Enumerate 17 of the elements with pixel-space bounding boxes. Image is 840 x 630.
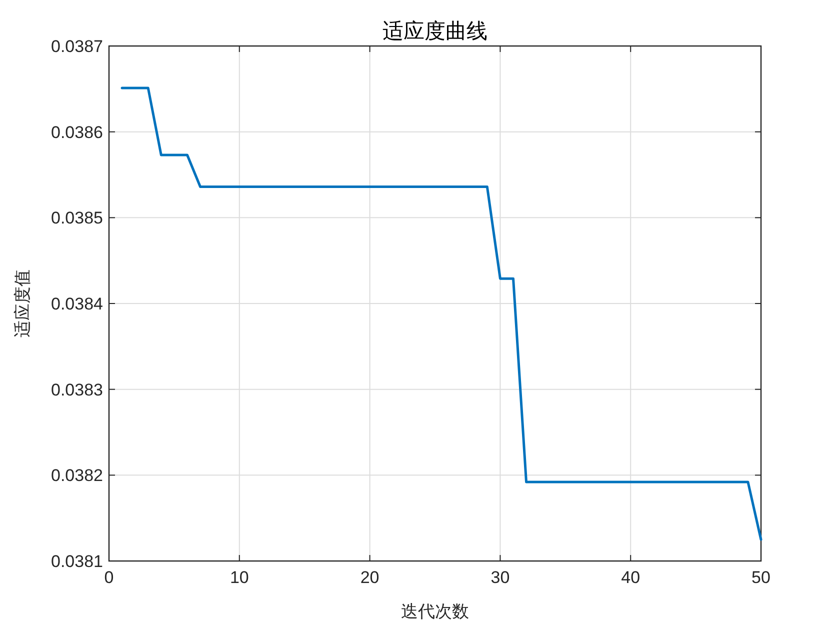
chart-title: 适应度曲线 <box>382 19 488 43</box>
x-tick-label: 30 <box>490 568 510 587</box>
x-tick-label: 50 <box>752 568 770 587</box>
line-series <box>120 86 762 541</box>
y-tick-label: 0.0385 <box>51 208 103 228</box>
x-tick-label: 0 <box>104 568 114 587</box>
x-tick-label: 20 <box>360 568 380 587</box>
y-tick-label: 0.0382 <box>51 466 103 486</box>
y-axis-title: 适应度值 <box>13 270 32 338</box>
y-tick-label: 0.0381 <box>51 552 103 571</box>
y-tick-label: 0.0386 <box>51 122 103 142</box>
y-tick-label: 0.0387 <box>51 37 103 56</box>
x-tick-label: 10 <box>230 568 249 587</box>
y-tick-label: 0.0384 <box>51 294 103 314</box>
y-tick-label: 0.0383 <box>51 380 103 400</box>
x-axis-title: 迭代次数 <box>401 602 469 621</box>
x-tick-label: 40 <box>621 568 640 587</box>
